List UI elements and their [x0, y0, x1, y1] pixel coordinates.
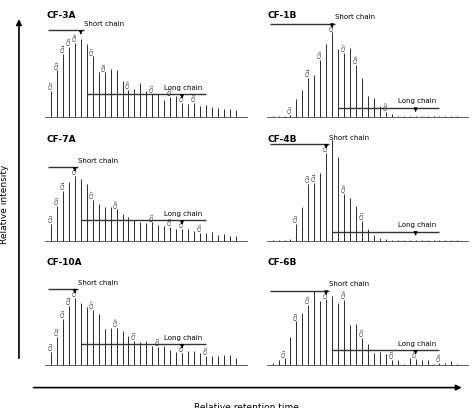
Text: C₂₁: C₂₁: [132, 330, 137, 339]
Text: Short chain: Short chain: [78, 158, 118, 164]
Text: C₁₇: C₁₇: [90, 189, 95, 198]
Text: C₂₂: C₂₂: [150, 83, 155, 92]
Text: C₁₄: C₁₄: [312, 173, 317, 181]
Text: CF-3A: CF-3A: [46, 11, 76, 20]
Text: C₂₁: C₂₁: [359, 211, 365, 220]
Text: CF-10A: CF-10A: [46, 258, 82, 267]
Text: C₂₅: C₂₅: [203, 346, 209, 354]
Text: Long chain: Long chain: [398, 341, 436, 347]
Text: C₁₁: C₁₁: [48, 341, 54, 350]
Text: CF-4B: CF-4B: [268, 135, 297, 144]
Text: C₁₆: C₁₆: [324, 143, 329, 151]
Text: C₂₁: C₂₁: [359, 328, 365, 336]
Text: C₁₇: C₁₇: [342, 42, 346, 51]
Text: C₁₂: C₁₂: [55, 327, 59, 335]
Text: C₁₅: C₁₅: [306, 295, 311, 303]
Text: C₁₈: C₁₈: [354, 55, 358, 63]
Text: C₂₄: C₂₄: [180, 93, 184, 102]
Text: C₁₉: C₁₉: [342, 290, 346, 298]
Text: Relative retention time: Relative retention time: [194, 403, 299, 408]
Text: Long chain: Long chain: [164, 335, 202, 341]
Text: C₁₄: C₁₄: [66, 296, 72, 304]
Text: Long chain: Long chain: [398, 222, 436, 228]
Text: C₂₃: C₂₃: [156, 337, 161, 345]
Text: C₁₆: C₁₆: [324, 289, 329, 297]
Text: C₁₅: C₁₅: [73, 166, 77, 174]
Text: C₁₆: C₁₆: [73, 32, 77, 41]
Text: C₁₄: C₁₄: [60, 43, 65, 52]
Text: Short chain: Short chain: [84, 21, 124, 27]
Text: C₁₃: C₁₃: [60, 308, 65, 317]
Text: C₂₃: C₂₃: [389, 349, 394, 358]
Text: C₁₂: C₁₂: [48, 81, 54, 89]
Text: C₁₇: C₁₇: [90, 299, 95, 308]
Text: C₂₂: C₂₂: [150, 212, 155, 221]
Text: Long chain: Long chain: [398, 98, 436, 104]
Text: CF-7A: CF-7A: [46, 135, 76, 144]
Text: Long chain: Long chain: [164, 211, 202, 217]
Text: Short chain: Short chain: [78, 280, 118, 286]
Text: C₁₉: C₁₉: [114, 199, 119, 208]
Text: Short chain: Short chain: [329, 135, 369, 141]
Text: Short chain: Short chain: [329, 281, 369, 287]
Text: C₁₈: C₁₈: [102, 62, 107, 71]
Text: Relative intensity: Relative intensity: [0, 164, 9, 244]
Text: C₁₇: C₁₇: [90, 46, 95, 55]
Text: C₂₆: C₂₆: [437, 353, 442, 361]
Text: C₁₉: C₁₉: [342, 183, 346, 192]
Text: Short chain: Short chain: [335, 14, 375, 20]
Text: C₂₅: C₂₅: [198, 222, 202, 231]
Text: C₂₀: C₂₀: [126, 80, 131, 88]
Text: C₁₅: C₁₅: [318, 50, 323, 58]
Text: C₁₃: C₁₃: [306, 173, 311, 182]
Text: C₁₁: C₁₁: [282, 348, 287, 357]
Text: C₁₂: C₁₂: [48, 213, 54, 222]
Text: C₁₃: C₁₃: [294, 311, 299, 320]
Text: C₁₆: C₁₆: [330, 22, 335, 31]
Text: CF-6B: CF-6B: [268, 258, 297, 267]
Text: C₁₉: C₁₉: [114, 317, 119, 326]
Text: C₁₂: C₁₂: [294, 214, 299, 222]
Text: C₂₅: C₂₅: [413, 349, 418, 357]
Text: CF-1B: CF-1B: [268, 11, 297, 20]
Text: C₂₃: C₂₃: [168, 86, 173, 95]
Text: C₁₄: C₁₄: [60, 181, 65, 189]
Text: C₁₁: C₁₁: [288, 105, 293, 113]
Text: C₁₃: C₁₃: [55, 195, 59, 204]
Text: C₁₃: C₁₃: [55, 60, 59, 69]
Text: C₂₀: C₂₀: [383, 102, 388, 110]
Text: C₁₅: C₁₅: [73, 288, 77, 296]
Text: C₂₄: C₂₄: [180, 343, 184, 351]
Text: C₁₅: C₁₅: [66, 37, 72, 45]
Text: C₂₅: C₂₅: [191, 92, 197, 101]
Text: Long chain: Long chain: [164, 85, 202, 91]
Text: C₁₄: C₁₄: [306, 67, 311, 76]
Text: C₂₃: C₂₃: [168, 217, 173, 226]
Text: C₂₄: C₂₄: [180, 219, 184, 227]
